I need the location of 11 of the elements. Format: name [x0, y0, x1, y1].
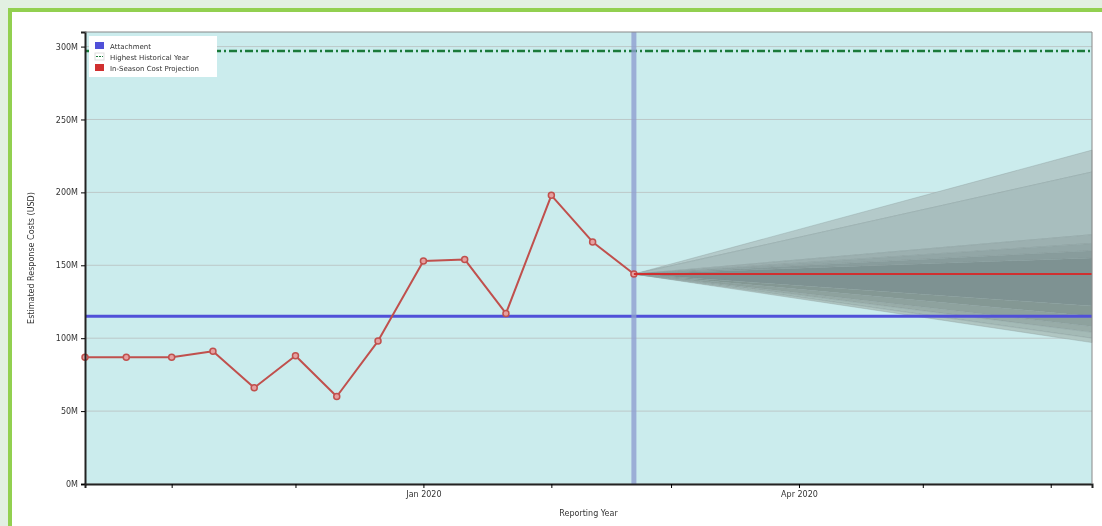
x-tick-label: Jan 2020: [405, 489, 442, 499]
y-axis-title: Estimated Response Costs (USD): [27, 192, 36, 324]
x-tick-label: Apr 2020: [781, 489, 818, 499]
y-tick-label: 300M: [55, 42, 79, 52]
y-tick-label: 250M: [55, 115, 79, 125]
y-tick-label: 100M: [55, 334, 79, 344]
y-tick-label: 150M: [55, 261, 79, 271]
y-tick-label: 50M: [60, 407, 79, 417]
x-axis-title: Reporting Year: [559, 509, 619, 518]
y-tick-label: 0M: [66, 480, 79, 490]
y-tick-label: 200M: [55, 188, 79, 198]
